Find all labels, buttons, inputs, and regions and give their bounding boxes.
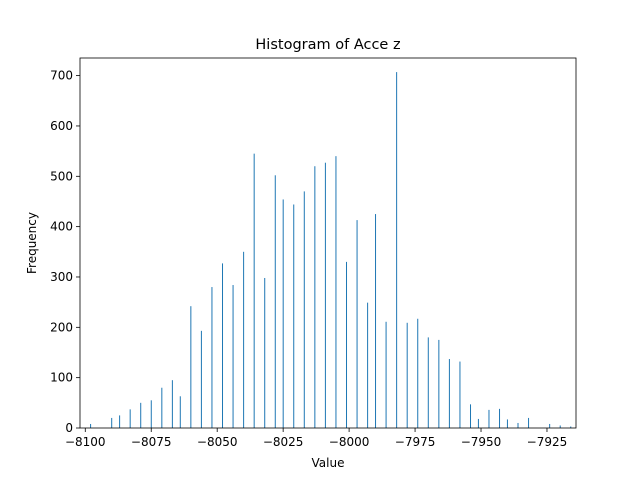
histogram-bar xyxy=(417,318,419,428)
x-tick-label: −7975 xyxy=(395,435,436,449)
histogram-bar xyxy=(274,175,276,428)
histogram-bar xyxy=(406,322,408,428)
histogram-bar xyxy=(356,220,358,428)
histogram-bar xyxy=(190,306,192,428)
histogram-bar xyxy=(282,199,284,428)
histogram-bar xyxy=(314,166,316,429)
histogram-bar xyxy=(303,191,305,428)
histogram-bar xyxy=(499,408,501,428)
y-tick-label: 100 xyxy=(50,371,73,385)
x-tick-label: −8000 xyxy=(329,435,370,449)
histogram-bar xyxy=(211,287,213,428)
histogram-bar xyxy=(559,425,561,428)
histogram-bar xyxy=(477,418,479,428)
histogram-bar xyxy=(335,156,337,428)
histogram-bar xyxy=(232,285,234,428)
histogram-bar xyxy=(129,409,131,428)
y-tick-label: 400 xyxy=(50,220,73,234)
x-tick-label: −8050 xyxy=(197,435,238,449)
histogram-bar xyxy=(111,417,113,428)
x-tick-label: −8100 xyxy=(65,435,106,449)
histogram-bar xyxy=(293,204,295,428)
histogram-bar xyxy=(517,422,519,428)
histogram-bar xyxy=(448,359,450,428)
histogram-bar xyxy=(459,361,461,428)
histogram-bar xyxy=(90,423,92,428)
x-tick-label: −7950 xyxy=(461,435,502,449)
histogram-bar xyxy=(427,337,429,428)
y-tick-label: 600 xyxy=(50,119,73,133)
histogram-bar xyxy=(528,417,530,428)
y-axis-ticks: 0 100 200 300 400 500 600 700 xyxy=(50,69,80,435)
histogram-bar xyxy=(396,72,398,428)
histogram-bar xyxy=(222,263,224,428)
histogram-bar xyxy=(324,162,326,428)
histogram-bar xyxy=(264,277,266,428)
x-tick-label: −8025 xyxy=(263,435,304,449)
x-axis-ticks: −8100 −8075 −8050 −8025 −8000 −7975 −7950 −7925 xyxy=(65,428,567,449)
histogram-bar xyxy=(438,339,440,428)
plot-frame xyxy=(79,57,577,429)
histogram-bar xyxy=(119,415,121,428)
x-tick-label: −8075 xyxy=(131,435,172,449)
histogram-bar xyxy=(243,251,245,428)
histogram-bar xyxy=(346,261,348,428)
y-tick-label: 700 xyxy=(50,69,73,83)
chart-title: Histogram of Acce z xyxy=(255,37,400,53)
histogram-bar xyxy=(385,321,387,428)
histogram-bar xyxy=(570,426,572,428)
histogram-bar xyxy=(253,153,255,428)
histogram-bar xyxy=(200,330,202,428)
histogram-bar xyxy=(140,402,142,428)
histogram-bar xyxy=(488,409,490,428)
y-tick-label: 500 xyxy=(50,169,73,183)
x-axis-label: Value xyxy=(312,456,345,470)
histogram-bar xyxy=(150,400,152,428)
x-tick-label: −7925 xyxy=(527,435,568,449)
y-tick-label: 300 xyxy=(50,270,73,284)
histogram-bar xyxy=(367,302,369,428)
histogram-bar xyxy=(375,214,377,428)
histogram-bar xyxy=(549,423,551,428)
histogram-bar xyxy=(171,380,173,428)
histogram-bar xyxy=(161,387,163,428)
histogram-bar xyxy=(506,419,508,428)
histogram-bars xyxy=(90,72,572,429)
y-tick-label: 0 xyxy=(65,421,73,435)
y-axis-label: Frequency xyxy=(25,212,39,274)
histogram-bar xyxy=(470,404,472,428)
y-tick-label: 200 xyxy=(50,320,73,334)
histogram-bar xyxy=(179,396,181,428)
